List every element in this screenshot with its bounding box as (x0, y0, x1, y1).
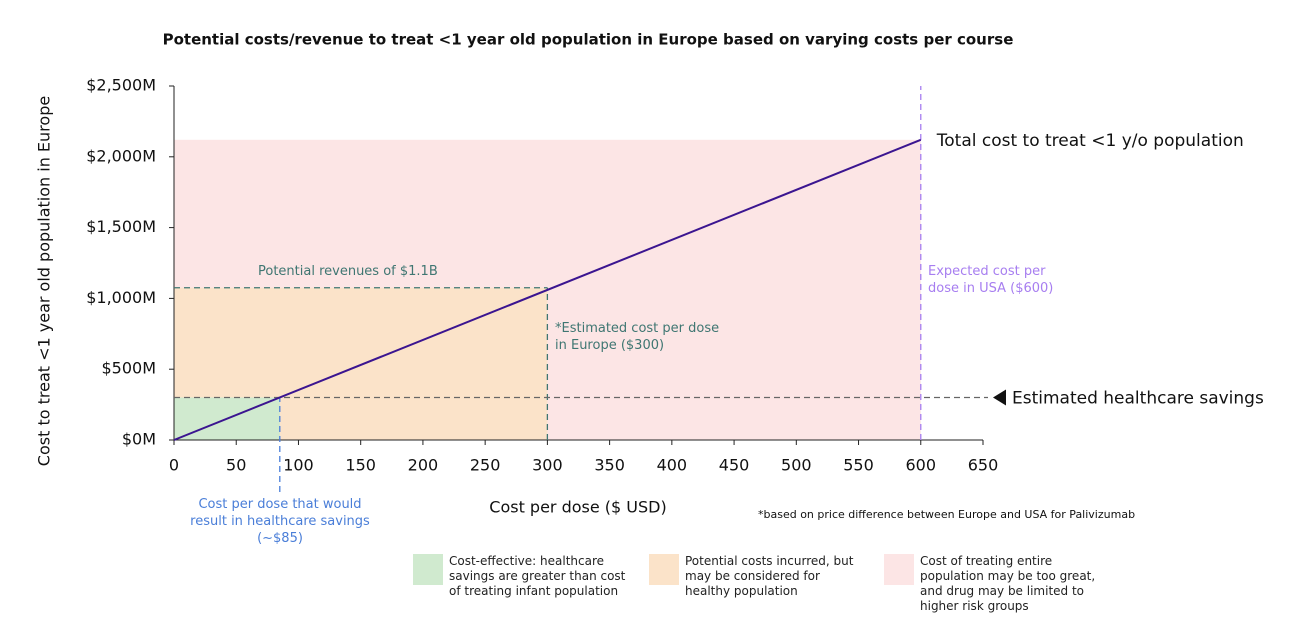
y-tick-label: $1,000M (86, 288, 156, 307)
x-tick-label: 250 (470, 456, 501, 475)
legend-item: Cost-effective: healthcare savings are g… (413, 554, 643, 599)
chart-title: Potential costs/revenue to treat <1 year… (163, 31, 1014, 49)
x-axis-label: Cost per dose ($ USD) (489, 498, 666, 517)
cost-line (173, 138, 922, 441)
x-tick-label: 600 (905, 456, 936, 475)
x-tick-label: 550 (843, 456, 874, 475)
legend-label: Potential costs incurred, but may be con… (685, 554, 854, 598)
legend-swatch (884, 554, 914, 585)
legend-swatch (649, 554, 679, 585)
x-tick-label: 50 (226, 456, 246, 475)
legend-item: Potential costs incurred, but may be con… (649, 554, 879, 599)
footnote: *based on price difference between Europ… (758, 508, 1135, 521)
y-tick-label: $1,500M (86, 217, 156, 236)
x-tick-label: 150 (345, 456, 376, 475)
legend-swatch (413, 554, 443, 585)
y-tick-label: $0M (122, 430, 156, 449)
arrow (993, 389, 1006, 406)
annotation: Potential revenues of $1.1B (258, 264, 438, 279)
annotation: *Estimated cost per dose in Europe ($300… (555, 321, 720, 353)
x-tick-label: 400 (657, 456, 688, 475)
x-tick-label: 350 (594, 456, 625, 475)
annotation: Cost per dose that would result in healt… (190, 497, 370, 546)
y-tick-label: $500M (101, 359, 156, 378)
legend-item: Cost of treating entire population may b… (884, 554, 1114, 614)
x-tick-label: 450 (719, 456, 750, 475)
annotation: Estimated healthcare savings (1012, 389, 1264, 409)
y-tick-label: $2,000M (86, 146, 156, 165)
x-tick-label: 0 (169, 456, 179, 475)
legend-label: Cost-effective: healthcare savings are g… (449, 554, 626, 598)
x-tick-label: 500 (781, 456, 812, 475)
y-axis-label: Cost to treat <1 year old population in … (35, 96, 54, 466)
x-tick-label: 100 (283, 456, 314, 475)
legend-label: Cost of treating entire population may b… (920, 554, 1096, 613)
series-label: Total cost to treat <1 y/o population (936, 131, 1244, 151)
x-tick-label: 200 (408, 456, 439, 475)
annotation: Expected cost per dose in USA ($600) (928, 264, 1054, 296)
x-tick-label: 650 (968, 456, 999, 475)
x-tick-label: 300 (532, 456, 563, 475)
y-tick-label: $2,500M (86, 76, 156, 95)
